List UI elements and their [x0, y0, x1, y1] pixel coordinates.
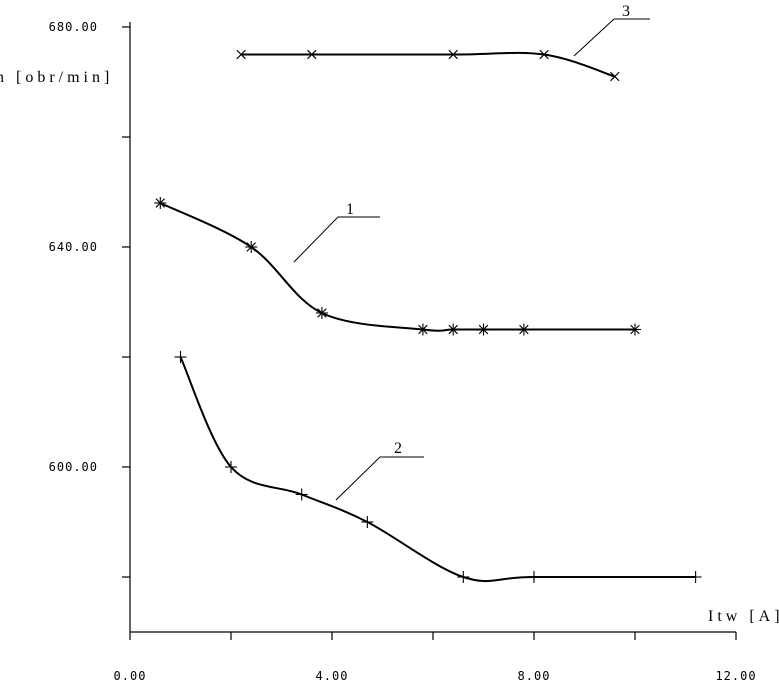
data-point-series-1	[447, 323, 460, 336]
data-point-series-1	[245, 241, 258, 253]
data-point-series-3	[236, 49, 246, 60]
series-line-2	[179, 356, 696, 583]
y-tick-label: 680.00	[49, 20, 98, 34]
data-point-series-3	[448, 49, 458, 60]
data-point-series-3	[539, 49, 549, 60]
data-point-series-2	[528, 571, 540, 583]
series-line-1	[159, 202, 635, 332]
series-1	[154, 197, 641, 336]
y-tick-label: 640.00	[49, 240, 98, 254]
data-point-series-2	[361, 516, 374, 528]
leader-line-3	[573, 18, 650, 57]
curve-label-2: 2	[394, 440, 402, 457]
x-axis-title: Itw [A]	[708, 608, 779, 625]
data-point-series-2	[295, 488, 308, 501]
curve-labels: 1 2 3	[293, 3, 650, 501]
data-point-series-2	[689, 571, 702, 583]
data-point-series-1	[629, 323, 641, 336]
ticks	[122, 26, 737, 640]
series-2	[174, 351, 702, 583]
curve-label-3: 3	[622, 3, 630, 20]
data-point-series-1	[477, 323, 490, 336]
series-3	[236, 49, 620, 82]
data-point-series-1	[416, 323, 429, 336]
x-tick-label: 0.00	[114, 669, 147, 683]
data-point-series-1	[517, 323, 530, 336]
data-point-series-2	[225, 461, 237, 473]
data-point-series-2	[174, 351, 187, 363]
leader-line-2	[335, 456, 424, 501]
data-point-series-3	[610, 71, 620, 82]
tick-labels: 600.00 640.00 680.00 0.00 4.00 8.00 12.00	[49, 20, 756, 683]
leader-line-1	[293, 216, 380, 263]
data-point-series-1	[315, 307, 328, 319]
data-point-series-3	[307, 49, 317, 60]
y-axis-title: n [obr/min]	[0, 69, 113, 86]
y-tick-label: 600.00	[49, 460, 98, 474]
x-tick-label: 8.00	[518, 669, 551, 683]
data-point-series-2	[457, 571, 470, 583]
x-tick-label: 4.00	[316, 669, 349, 683]
x-tick-label: 12.00	[715, 669, 756, 683]
axes	[129, 22, 736, 633]
series-layer	[154, 49, 702, 583]
series-line-3	[241, 51, 616, 78]
curve-label-1: 1	[346, 201, 354, 218]
data-point-series-1	[154, 197, 167, 209]
